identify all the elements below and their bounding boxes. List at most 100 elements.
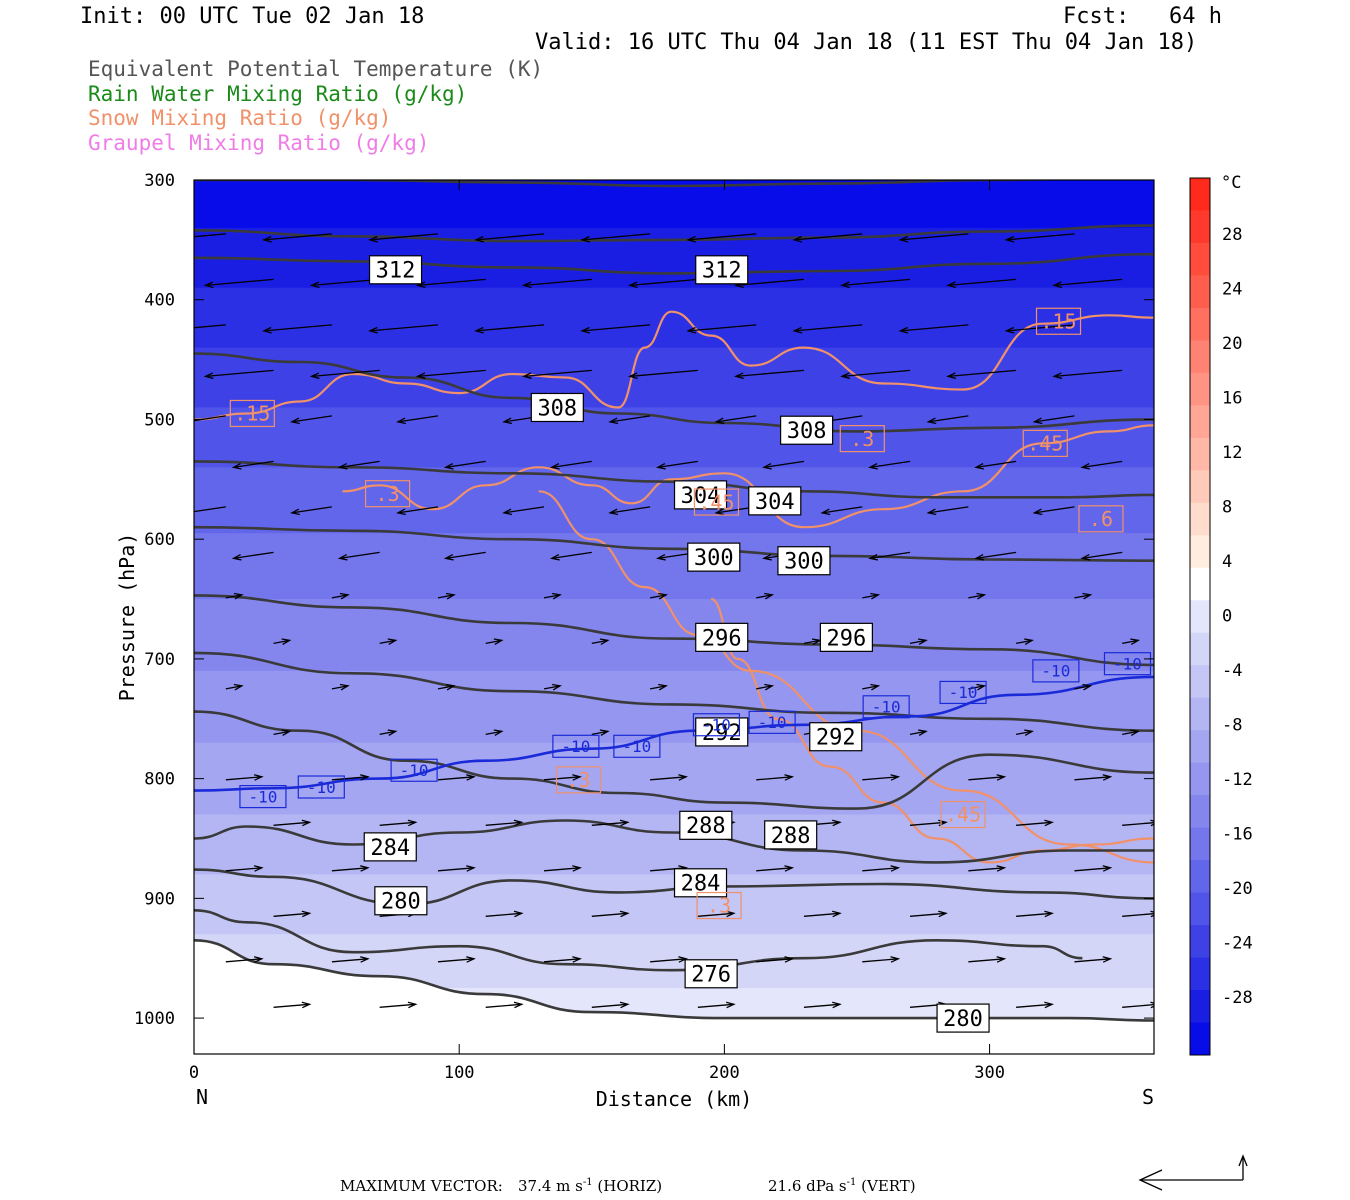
wind-vector (650, 594, 667, 599)
wind-vector-head (493, 638, 504, 645)
colorbar-label: 8 (1222, 498, 1232, 518)
wind-vector (331, 685, 349, 690)
wind-vector-head (784, 865, 795, 872)
wind-vector (1034, 506, 1075, 514)
wind-vector-head (627, 281, 638, 289)
isotherm-label: -10 (561, 737, 590, 756)
wind-vector-head (301, 910, 312, 918)
wind-vector-head (784, 774, 795, 781)
wind-vector-head (599, 729, 610, 736)
wind-vector-head (233, 683, 244, 691)
wind-vector (610, 506, 651, 514)
wind-vector (756, 685, 773, 690)
wind-vector (1016, 912, 1053, 917)
snow-label-box (693, 488, 740, 516)
wind-vector-head (281, 729, 292, 736)
colorbar-label: -4 (1222, 661, 1242, 681)
wind-vector-head (686, 235, 697, 243)
colorbar-swatch (1190, 795, 1210, 829)
wind-vector-head (445, 683, 456, 691)
wind-vector (629, 369, 698, 378)
wind-vector (650, 685, 667, 690)
wind-vector (582, 233, 651, 241)
wind-vector (629, 278, 698, 287)
colorbar-label: 24 (1222, 280, 1242, 300)
wind-vector (225, 685, 242, 690)
theta-e-label: 308 (787, 419, 827, 444)
isotherm-label: -10 (622, 737, 651, 756)
isotherm-label-box (613, 734, 661, 758)
wind-vector-head (253, 865, 264, 872)
isotherm-label: -10 (872, 698, 901, 717)
colorbar-swatch (1190, 437, 1210, 471)
wind-vector (194, 506, 226, 513)
wind-vector (544, 958, 581, 963)
wind-vector-head (1024, 638, 1034, 645)
wind-vector-head (1080, 462, 1091, 470)
wind-vector (610, 415, 651, 423)
wind-vector (225, 594, 242, 599)
colorbar-label: 0 (1222, 607, 1232, 627)
colorbar-swatch (1190, 600, 1210, 634)
wind-vector (862, 776, 899, 781)
wind-vector-head (387, 638, 398, 645)
wind-vector (311, 278, 380, 287)
wind-vector (544, 867, 581, 872)
wind-vector (273, 1003, 310, 1008)
wind-vector-head (337, 553, 348, 561)
wind-vector-head (360, 865, 370, 872)
theta-e-label: 296 (827, 626, 867, 651)
theta-e-label: 304 (681, 484, 721, 509)
wind-vector (948, 369, 1017, 378)
wind-vector (379, 821, 416, 826)
wind-vector (657, 460, 698, 468)
wind-vector (311, 369, 380, 378)
wind-vector-head (360, 956, 370, 963)
wind-vector-head (996, 774, 1007, 781)
wind-vector-head (792, 235, 803, 243)
wind-vector (523, 369, 592, 378)
x-tick-label: 200 (709, 1063, 740, 1083)
wind-vector (1074, 867, 1111, 872)
wind-vector (763, 460, 805, 468)
wind-vector (968, 867, 1005, 872)
colorbar-swatch (1190, 730, 1210, 764)
max-vert-vector: 21.6 dPa s-1 (VERT) (768, 1177, 916, 1195)
wind-vector-head (1102, 865, 1113, 872)
colorbar-swatch (1190, 535, 1210, 569)
theta-e-label-box (374, 886, 428, 916)
theta-e-label-box (695, 622, 749, 652)
wind-vector (194, 233, 226, 238)
theta-e-label-box (695, 255, 749, 285)
theta-e-contour (194, 594, 1154, 667)
wind-vector (794, 324, 863, 332)
wind-vector (1074, 776, 1111, 781)
wind-vector (263, 324, 332, 332)
x-tick-label: 300 (974, 1063, 1005, 1083)
wind-vector-head (714, 417, 725, 425)
theta-e-label: 276 (691, 963, 731, 988)
isotherm-label: -10 (248, 787, 277, 806)
wind-vector (225, 867, 262, 872)
wind-vector (928, 506, 969, 514)
temperature-band (194, 533, 1154, 601)
wind-vector-head (890, 774, 901, 781)
theta-e-label: 300 (694, 546, 734, 571)
wind-vector-head (840, 372, 850, 380)
wind-vector-head (870, 592, 881, 600)
wind-vector-head (290, 417, 300, 425)
wind-vector (582, 324, 651, 332)
colorbar-swatch (1190, 957, 1210, 991)
theta-e-label-box (679, 810, 733, 840)
wind-vector-head (253, 774, 264, 781)
wind-vector-head (996, 956, 1007, 963)
wind-vector-head (262, 326, 272, 334)
theta-e-label: 284 (370, 836, 410, 861)
wind-vector-head (415, 372, 426, 380)
wind-vector-head (918, 638, 928, 645)
wind-vector (1122, 913, 1154, 917)
wind-vector (437, 867, 475, 872)
snow-label: .15 (234, 402, 270, 426)
wind-vector (1054, 278, 1123, 287)
